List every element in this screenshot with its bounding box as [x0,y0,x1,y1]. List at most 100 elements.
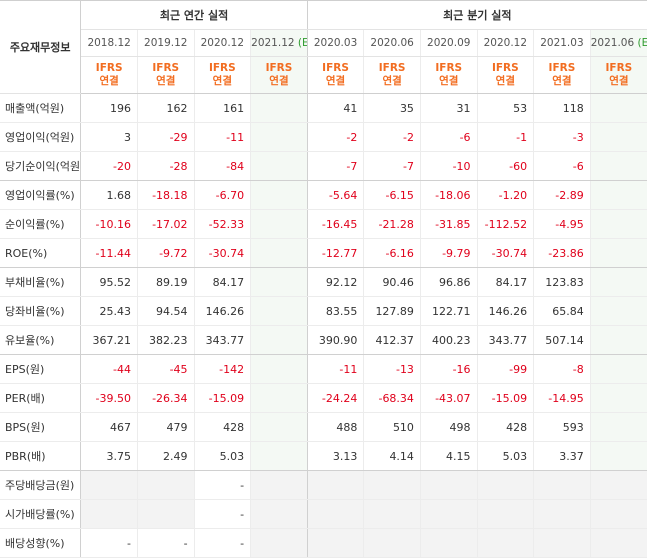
table-cell: - [80,528,138,558]
table-row: 영업이익(억원) 3 -29 -11 -2 -2 -6 -1 -3 [0,122,647,152]
table-cell: -2.89 [533,180,591,210]
consolidated-label: 연결 [212,75,232,87]
table-cell: -52.33 [194,209,252,239]
row-label: 배당성향(%) [0,528,82,558]
period-date: 2018.12 [87,37,131,49]
table-cell: 593 [533,412,591,442]
period-header: 2020.12 [477,29,535,57]
row-label: 영업이익률(%) [0,180,82,210]
table-cell: -4.95 [533,209,591,239]
period-date: 2020.12 [200,37,245,49]
table-cell: -21.28 [363,209,421,239]
period-header: 2020.12 [194,29,252,57]
table-cell: -11.44 [80,238,138,268]
table-cell: 94.54 [137,296,195,326]
table-cell [533,499,591,529]
table-cell: - [194,470,252,500]
ifrs-label: IFRS [378,62,406,74]
period-header: 2018.12 [80,29,138,57]
row-label: 주당배당금(원) [0,470,82,500]
table-cell: -39.50 [80,383,138,413]
table-cell: 343.77 [477,325,535,355]
table-cell: 2.49 [137,441,195,471]
table-cell: 428 [477,412,535,442]
table-cell: 95.52 [80,267,138,297]
row-label: 매출액(억원) [0,93,82,123]
table-cell [137,499,195,529]
table-cell [250,354,308,384]
table-cell: -7 [307,151,365,181]
table-cell: 498 [420,412,478,442]
table-cell: 390.90 [307,325,365,355]
table-cell: 83.55 [307,296,365,326]
table-cell: 90.46 [363,267,421,297]
table-cell: 3 [80,122,138,152]
period-header: 2019.12 [137,29,195,57]
row-label: EPS(원) [0,354,82,384]
table-cell [590,93,647,123]
ifrs-badge: IFRS 연결 [590,56,647,94]
table-cell: 3.75 [80,441,138,471]
ifrs-badge: IFRS 연결 [477,56,535,94]
table-cell: -5.64 [307,180,365,210]
row-label: 당기순이익(억원) [0,151,82,181]
table-cell [590,441,647,471]
table-row: 부채비율(%) 95.52 89.19 84.17 92.12 90.46 96.86 84.… [0,267,647,297]
table-cell [477,528,535,558]
ifrs-label: IFRS [491,62,519,74]
table-cell: 507.14 [533,325,591,355]
corner-label: 주요재무정보 [0,0,82,94]
table-cell [533,470,591,500]
table-row: 유보율(%) 367.21 382.23 343.77 390.90 412.37 400.… [0,325,647,355]
table-cell: -30.74 [194,238,252,268]
table-cell [250,267,308,297]
row-label: 시가배당률(%) [0,499,82,529]
ifrs-label: IFRS [605,62,633,74]
consolidated-label: 연결 [99,75,119,87]
table-cell: - [137,528,195,558]
table-cell: 467 [80,412,138,442]
table-cell: -20 [80,151,138,181]
table-cell [477,470,535,500]
table-cell: -13 [363,354,421,384]
quarterly-group-header: 최근 분기 실적 [307,0,647,30]
table-cell: 25.43 [80,296,138,326]
consolidated-label: 연결 [495,75,515,87]
row-label: 순이익률(%) [0,209,82,239]
table-cell: -14.95 [533,383,591,413]
table-cell: -84 [194,151,252,181]
period-date: 2021.03 [540,37,584,49]
table-cell: -43.07 [420,383,478,413]
table-cell [590,499,647,529]
table-row: EPS(원) -44 -45 -142 -11 -13 -16 -99 -8 [0,354,647,384]
table-cell: -6 [533,151,591,181]
table-cell: -11 [307,354,365,384]
table-cell [590,296,647,326]
table-cell [250,151,308,181]
ifrs-label: IFRS [265,62,293,74]
table-cell: 65.84 [533,296,591,326]
table-cell: 4.15 [420,441,478,471]
ifrs-label: IFRS [548,62,576,74]
table-cell: -99 [477,354,535,384]
table-cell: -142 [194,354,252,384]
table-cell: 3.13 [307,441,365,471]
row-label: 영업이익(억원) [0,122,82,152]
table-cell: -6.15 [363,180,421,210]
table-cell: - [194,499,252,529]
ifrs-label: IFRS [435,62,463,74]
table-cell: 382.23 [137,325,195,355]
table-cell: -30.74 [477,238,535,268]
table-cell: 4.14 [363,441,421,471]
period-date: 2020.12 [483,37,528,49]
period-date: 2020.03 [313,37,358,49]
ifrs-badge: IFRS 연결 [363,56,421,94]
table-row: 배당성향(%) - - - [0,528,647,558]
table-cell [590,238,647,268]
table-cell: 118 [533,93,591,123]
table-cell [250,412,308,442]
period-header: 2021.12 (E) [250,29,308,57]
ifrs-label: IFRS [322,62,349,74]
table-cell: 343.77 [194,325,252,355]
